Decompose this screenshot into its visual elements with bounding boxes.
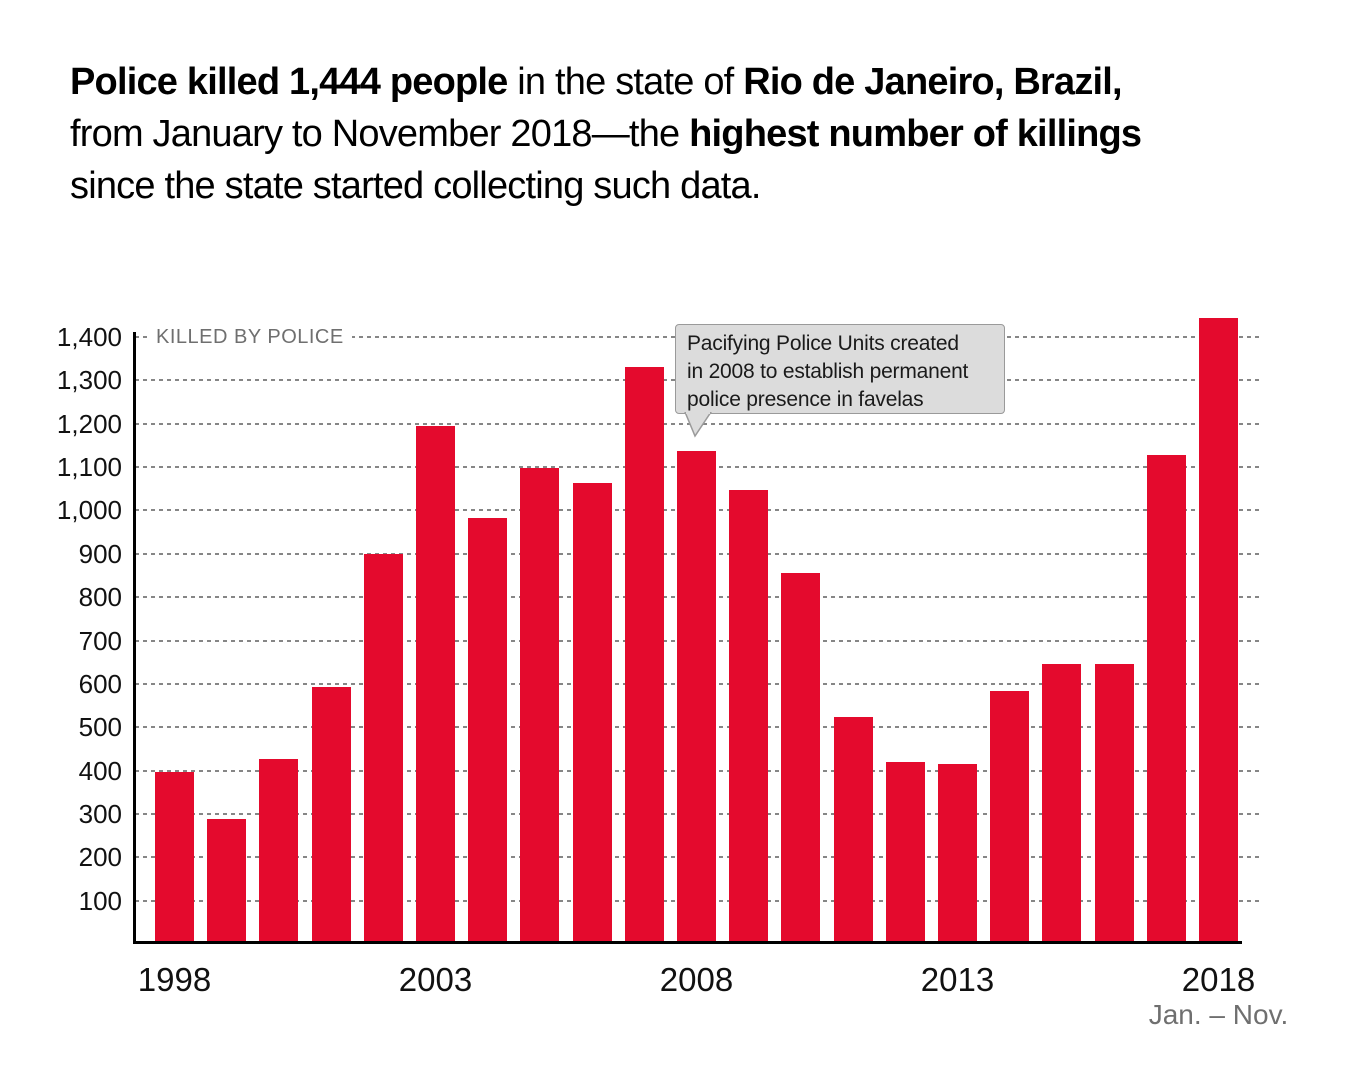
- y-tick-label-900: 900: [78, 538, 122, 569]
- y-tick-label-1,400: 1,400: [56, 322, 122, 352]
- bar-1998: [155, 771, 194, 944]
- bar-2018: [1199, 317, 1238, 944]
- y-tick-label-800: 800: [78, 582, 122, 613]
- annotation-pointer-icon: [684, 412, 712, 438]
- bar-2014: [990, 690, 1030, 944]
- bar-2008: [677, 451, 716, 944]
- bar-2010: [781, 573, 821, 944]
- bar-2001: [311, 687, 351, 944]
- headline-line: since the state started collecting such …: [70, 160, 1300, 212]
- y-axis-line: [133, 332, 136, 944]
- headline-segment: Police killed 1,444 people: [70, 61, 508, 103]
- x-tick-label-2013: 2013: [920, 961, 995, 998]
- y-tick-label-500: 500: [78, 712, 122, 743]
- annotation-callout: Pacifying Police Units created in 2008 t…: [675, 324, 1005, 414]
- headline-line: from January to November 2018—the highes…: [70, 108, 1300, 160]
- y-tick-label-400: 400: [78, 755, 122, 786]
- x-tick-label-2003: 2003: [398, 961, 473, 998]
- bar-2017: [1146, 455, 1186, 944]
- bar-2009: [729, 489, 769, 944]
- x-tick-label-1998: 1998: [137, 961, 212, 998]
- bar-2012: [885, 762, 925, 944]
- annotation-text-line: police presence in favelas: [687, 388, 924, 411]
- y-tick-label-1,100: 1,100: [56, 452, 122, 483]
- x-axis-line: [133, 941, 1242, 944]
- bar-2016: [1094, 664, 1134, 944]
- y-tick-label-100: 100: [78, 885, 122, 916]
- bar-2007: [624, 367, 664, 944]
- x-axis-period-note: Jan. – Nov.: [1148, 999, 1289, 1030]
- bar-2013: [938, 763, 977, 944]
- headline-segment: highest number of killings: [689, 113, 1142, 155]
- bar-2015: [1042, 664, 1082, 944]
- bar-2000: [259, 758, 299, 944]
- headline-segment: since the state started collecting such …: [70, 165, 761, 207]
- bar-2002: [363, 553, 403, 944]
- headline-segment: from January to November 2018—the: [70, 113, 690, 155]
- bar-2006: [572, 483, 612, 944]
- x-tick-label-2008: 2008: [659, 961, 734, 998]
- headline-segment: Rio de Janeiro, Brazil,: [743, 61, 1122, 103]
- y-tick-label-700: 700: [78, 625, 122, 656]
- y-tick-label-1,200: 1,200: [56, 408, 122, 439]
- bar-2003: [416, 425, 455, 944]
- y-tick-label-1,300: 1,300: [56, 365, 122, 396]
- y-tick-label-1,000: 1,000: [56, 495, 122, 526]
- bar-2004: [468, 517, 508, 944]
- headline-line: Police killed 1,444 people in the state …: [70, 56, 1300, 108]
- bars-layer: [135, 317, 1240, 944]
- annotation-text-line: Pacifying Police Units created: [687, 332, 959, 355]
- y-tick-label-200: 200: [78, 842, 122, 873]
- y-tick-label-300: 300: [78, 798, 122, 829]
- bar-2011: [833, 717, 873, 944]
- headline-segment: in the state of: [507, 61, 744, 103]
- bar-2005: [520, 467, 560, 944]
- series-label: KILLED BY POLICE: [148, 324, 352, 350]
- headline: Police killed 1,444 people in the state …: [70, 56, 1300, 212]
- bar-1999: [207, 818, 247, 944]
- x-tick-label-2018: 2018: [1181, 961, 1256, 998]
- y-tick-label-600: 600: [78, 668, 122, 699]
- annotation-text-line: in 2008 to establish permanent: [687, 360, 969, 383]
